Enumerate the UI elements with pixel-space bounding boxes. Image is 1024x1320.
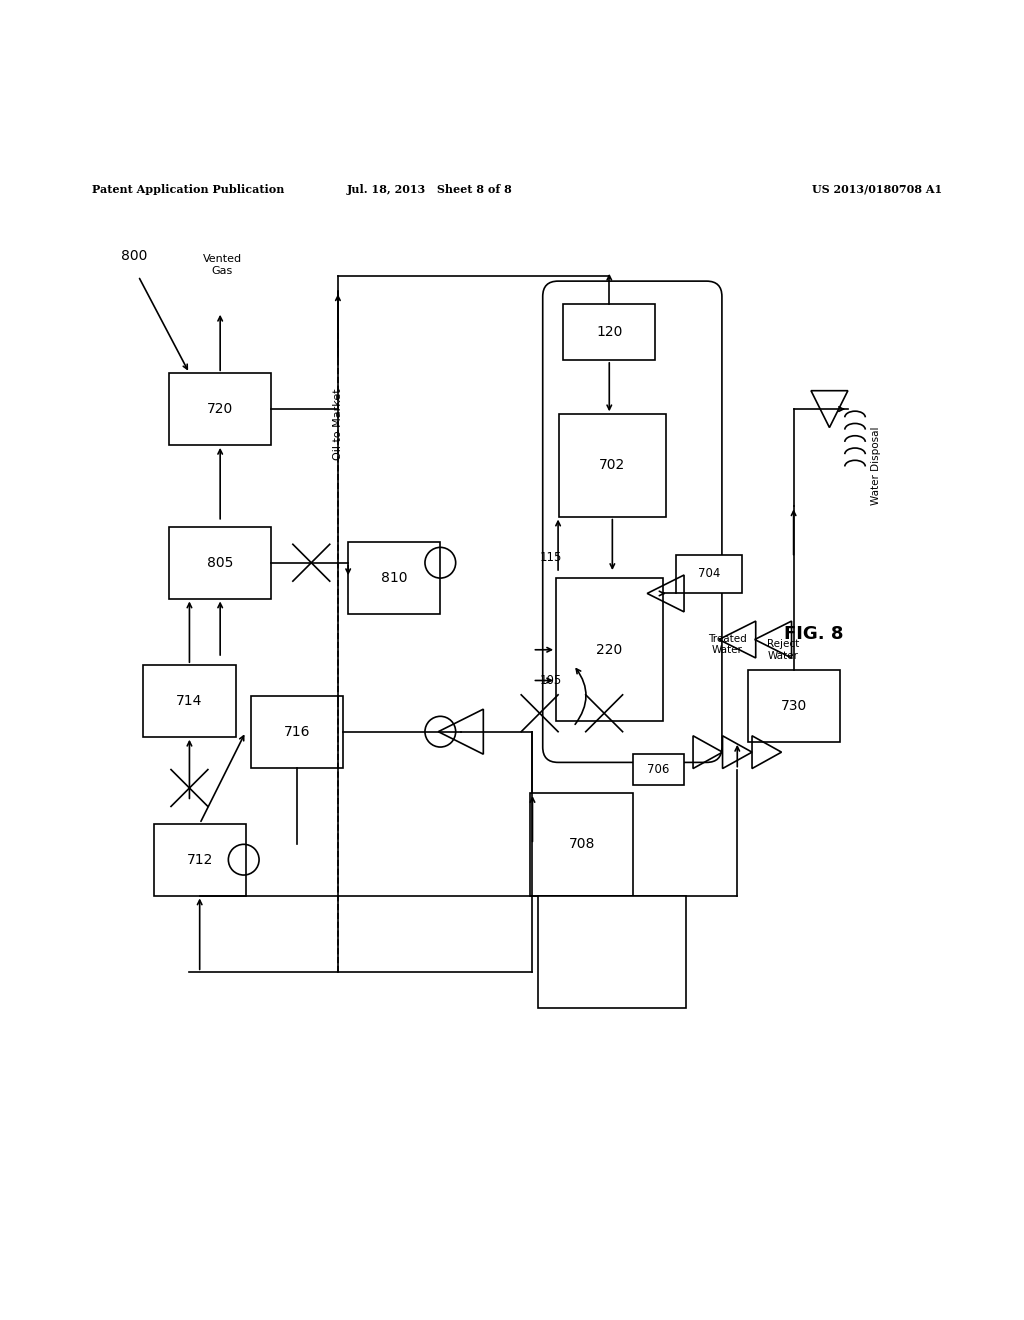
Text: 712: 712 bbox=[186, 853, 213, 867]
Text: Vented
Gas: Vented Gas bbox=[203, 255, 242, 276]
Text: US 2013/0180708 A1: US 2013/0180708 A1 bbox=[812, 183, 942, 195]
FancyBboxPatch shape bbox=[559, 414, 666, 516]
Text: 800: 800 bbox=[121, 248, 147, 263]
Text: 708: 708 bbox=[568, 837, 595, 851]
Text: Water Disposal: Water Disposal bbox=[870, 426, 881, 504]
Text: WATER: WATER bbox=[550, 969, 589, 979]
FancyBboxPatch shape bbox=[563, 304, 655, 360]
FancyBboxPatch shape bbox=[676, 554, 742, 594]
FancyArrowPatch shape bbox=[575, 669, 586, 725]
FancyBboxPatch shape bbox=[169, 374, 271, 445]
FancyBboxPatch shape bbox=[143, 665, 236, 737]
FancyBboxPatch shape bbox=[169, 527, 271, 598]
Text: 810: 810 bbox=[381, 572, 408, 585]
Text: Jul. 18, 2013   Sheet 8 of 8: Jul. 18, 2013 Sheet 8 of 8 bbox=[347, 183, 513, 195]
Text: 220: 220 bbox=[596, 643, 623, 657]
FancyBboxPatch shape bbox=[348, 543, 440, 614]
Text: Patent Application Publication: Patent Application Publication bbox=[92, 183, 285, 195]
FancyBboxPatch shape bbox=[251, 696, 343, 767]
Text: Oil to Market: Oil to Market bbox=[333, 388, 343, 461]
Text: 120: 120 bbox=[596, 325, 623, 339]
Text: FIG. 8: FIG. 8 bbox=[784, 626, 844, 643]
FancyBboxPatch shape bbox=[555, 578, 664, 722]
Text: OIL: OIL bbox=[550, 946, 568, 957]
Text: Reject
Water: Reject Water bbox=[767, 639, 800, 660]
Text: 105: 105 bbox=[540, 675, 562, 686]
Text: 704: 704 bbox=[698, 568, 720, 581]
FancyBboxPatch shape bbox=[633, 754, 684, 785]
FancyBboxPatch shape bbox=[154, 824, 246, 895]
Text: Treated
Water: Treated Water bbox=[708, 634, 746, 656]
Text: 805: 805 bbox=[207, 556, 233, 570]
Text: 716: 716 bbox=[284, 725, 310, 739]
Text: 115: 115 bbox=[540, 552, 562, 564]
Text: 730: 730 bbox=[780, 700, 807, 713]
Text: 702: 702 bbox=[599, 458, 626, 473]
Text: 714: 714 bbox=[176, 694, 203, 708]
Text: 720: 720 bbox=[207, 403, 233, 416]
FancyBboxPatch shape bbox=[748, 671, 840, 742]
Text: GAS: GAS bbox=[550, 991, 573, 1001]
Text: 706: 706 bbox=[647, 763, 670, 776]
FancyBboxPatch shape bbox=[538, 895, 686, 1008]
FancyBboxPatch shape bbox=[530, 793, 633, 895]
FancyBboxPatch shape bbox=[543, 281, 722, 763]
